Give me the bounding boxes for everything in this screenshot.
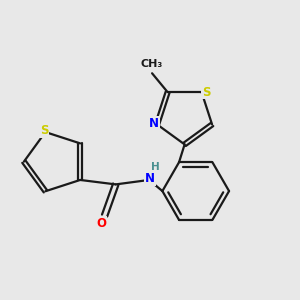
Text: H: H: [151, 162, 160, 172]
Text: N: N: [145, 172, 155, 185]
Text: S: S: [40, 124, 49, 137]
Text: O: O: [96, 217, 106, 230]
Text: S: S: [202, 86, 210, 99]
Text: CH₃: CH₃: [141, 59, 163, 69]
Text: N: N: [149, 117, 159, 130]
